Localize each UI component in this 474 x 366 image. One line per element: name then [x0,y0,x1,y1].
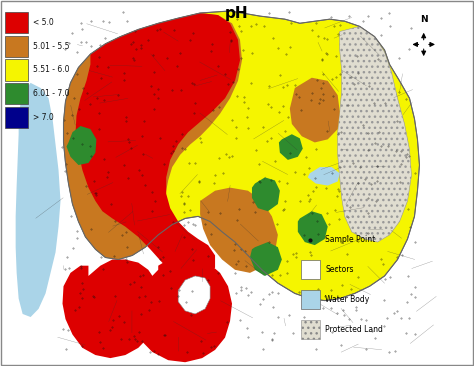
Bar [5,83,28,104]
Polygon shape [250,242,282,276]
Bar [301,290,319,309]
Polygon shape [337,26,411,242]
Polygon shape [290,78,340,142]
Polygon shape [298,211,328,245]
Text: < 5.0: < 5.0 [33,18,54,27]
Polygon shape [63,259,158,358]
Text: Protected Land: Protected Land [325,325,383,334]
Bar [301,260,319,279]
Bar [5,12,28,33]
Polygon shape [64,11,419,300]
Polygon shape [178,276,210,314]
Polygon shape [279,134,303,160]
Bar [5,59,28,81]
Polygon shape [64,13,242,259]
Polygon shape [16,83,61,317]
Polygon shape [75,13,240,278]
Text: Sample Point: Sample Point [325,235,375,244]
Text: 6.01 - 7.0: 6.01 - 7.0 [33,89,69,98]
Polygon shape [252,178,280,211]
Text: N: N [420,15,428,25]
Bar [5,36,28,57]
Bar [5,107,28,128]
Polygon shape [308,167,340,186]
Text: pH: pH [225,6,249,21]
Text: > 7.0: > 7.0 [33,113,54,122]
Polygon shape [198,299,218,317]
Polygon shape [200,188,278,273]
Bar [301,320,319,339]
Text: 5.01 - 5.5: 5.01 - 5.5 [33,42,69,51]
Text: Sectors: Sectors [325,265,354,274]
Text: 5.51 - 6.0: 5.51 - 6.0 [33,66,69,74]
Polygon shape [135,255,232,362]
Text: Water Body: Water Body [325,295,370,304]
Polygon shape [66,126,96,165]
